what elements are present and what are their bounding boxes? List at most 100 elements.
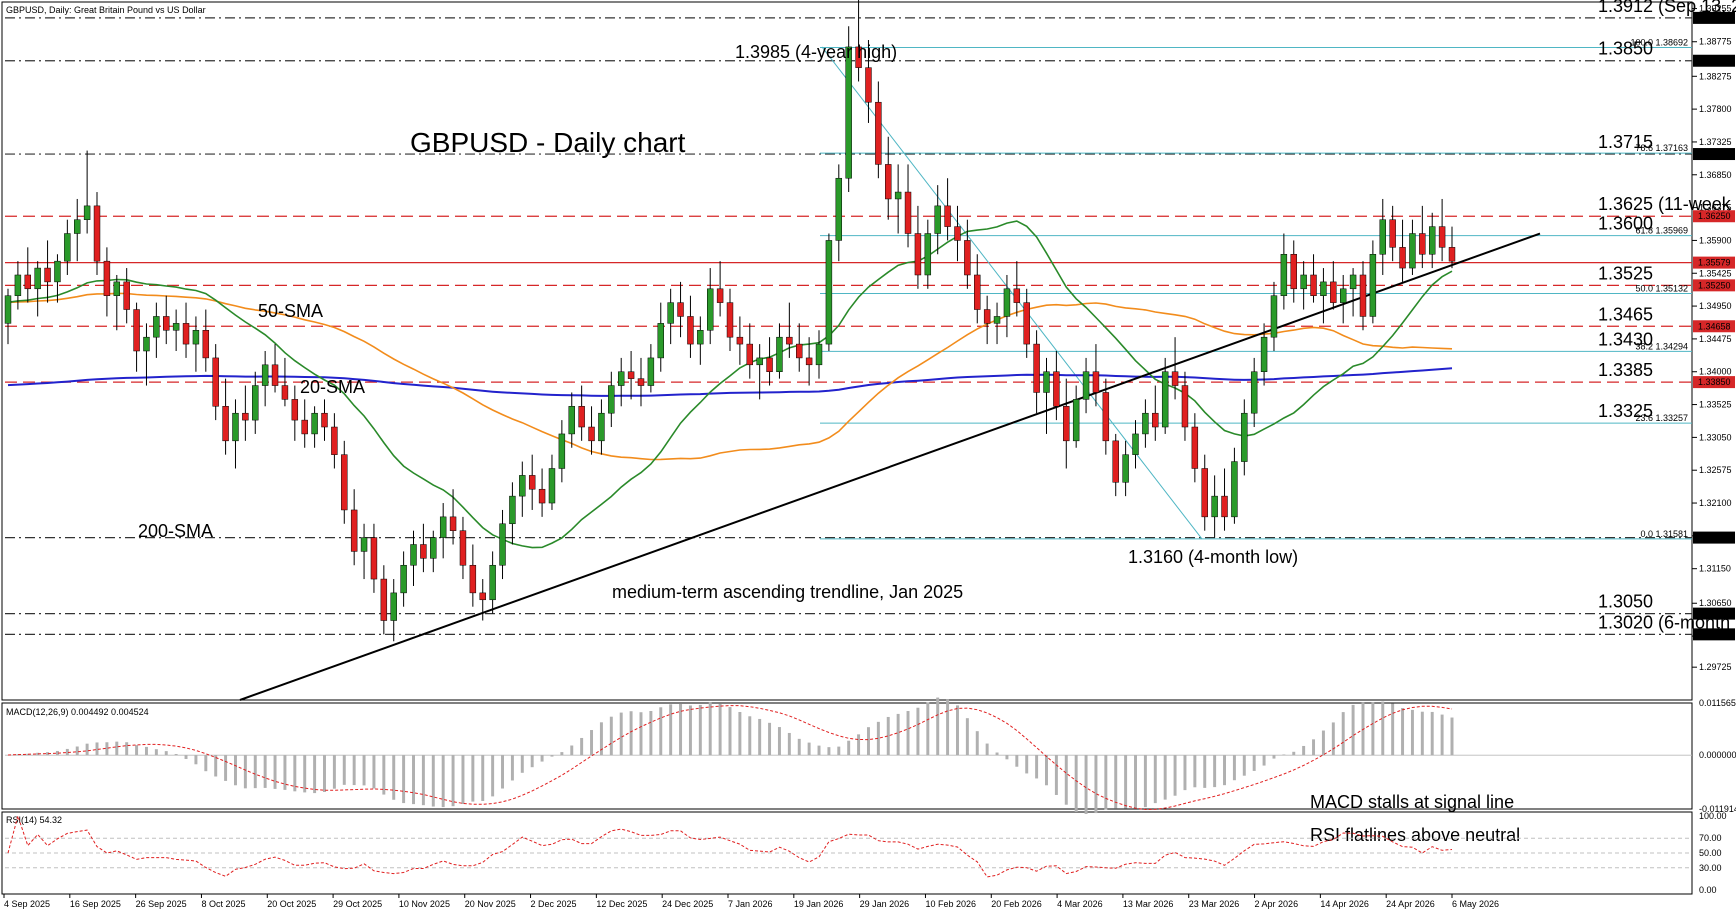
candle-body — [1152, 412, 1159, 428]
candle-body — [519, 475, 526, 497]
time-tick-label: 19 Jan 2026 — [794, 899, 844, 909]
candle-body — [232, 412, 239, 442]
candle-body — [1399, 247, 1406, 269]
rsi-pane — [1, 811, 1693, 895]
level-annotation: 1.3715 — [1598, 132, 1653, 152]
candle-body — [1448, 247, 1456, 262]
fib-diagonal — [821, 46, 1203, 540]
candle-body — [400, 564, 407, 594]
time-tick-label: 16 Sep 2025 — [70, 899, 121, 909]
candle-body — [588, 426, 595, 442]
candle-body — [459, 530, 467, 566]
rsi-tick-label: 0.00 — [1699, 885, 1717, 895]
candle-body — [321, 412, 328, 428]
candle-body — [1260, 336, 1268, 372]
price-level-badge — [1693, 320, 1735, 333]
candle-body — [707, 288, 714, 331]
candle-body — [64, 233, 71, 262]
time-tick-label: 12 Dec 2025 — [596, 899, 647, 909]
candle-body — [44, 267, 51, 283]
fib-annotation: 1.3600 — [1598, 214, 1653, 234]
price-level-badge — [1693, 210, 1735, 223]
candle-body — [568, 406, 575, 435]
candle-body — [143, 336, 150, 352]
candle-body — [1379, 219, 1386, 255]
candle-body — [24, 274, 31, 290]
candle-body — [1438, 226, 1446, 248]
level-annotation: 1.3625 (11-week high) — [1598, 194, 1736, 214]
time-tick-label: 24 Dec 2025 — [662, 899, 713, 909]
price-level-badge — [1693, 148, 1735, 161]
fib-ratio-label: 100.0 1.38692 — [1630, 37, 1688, 47]
candle-body — [974, 274, 981, 310]
candle-body — [4, 295, 12, 324]
candle-body — [1191, 426, 1199, 469]
low-annotation: 1.3160 (4-month low) — [1128, 547, 1298, 567]
candle-body — [983, 309, 991, 324]
candle-body — [83, 205, 91, 220]
candle-body — [1013, 288, 1021, 303]
candle-body — [311, 412, 318, 435]
candle-body — [1003, 288, 1011, 317]
candle-body — [1221, 495, 1228, 518]
candle-body — [390, 592, 397, 621]
price-tick-label: 1.34950 — [1699, 301, 1732, 311]
time-tick-label: 20 Oct 2025 — [267, 899, 316, 909]
fib-ratio-label: 61.8 1.35969 — [1635, 226, 1688, 236]
time-tick-label: 29 Jan 2026 — [860, 899, 910, 909]
time-axis: 4 Sep 2025 16 Sep 2025 26 Sep 2025 8 Oct 20… — [3, 894, 1499, 909]
macd-tick-label: 0.011565 — [1699, 698, 1736, 708]
price-tick-label: 1.35425 — [1699, 268, 1732, 278]
macd-indicator — [5, 697, 1692, 814]
time-tick-label: 7 Jan 2026 — [728, 899, 773, 909]
candle-body — [894, 191, 902, 200]
rsi-line — [7, 814, 1453, 878]
rsi-tick-label: 70.00 — [1699, 833, 1722, 843]
candle-body — [805, 357, 813, 366]
rsi-label: RSI(14) 54.32 — [6, 815, 62, 825]
candle-body — [736, 336, 744, 345]
level-annotation: 1.3050 — [1598, 592, 1653, 612]
candle-body — [528, 475, 536, 490]
price-tick-label: 1.32100 — [1699, 498, 1732, 508]
price-tick-label: 1.34475 — [1699, 334, 1732, 344]
candle-body — [202, 330, 210, 359]
annotations: 1.3912 (Sep 13, 2021)1.38501.37151.3625 … — [138, 0, 1736, 845]
candle-body — [1250, 371, 1258, 414]
rsi-tick-label: 50.00 — [1699, 848, 1722, 858]
candle-body — [420, 544, 427, 559]
price-tick-label: 1.37800 — [1699, 104, 1732, 114]
sma-20-label: 20-SMA — [300, 377, 365, 397]
price-level-badge-text: 1.30200 — [1698, 629, 1731, 639]
candle-body — [746, 343, 753, 366]
time-tick-label: 2 Dec 2025 — [531, 899, 577, 909]
fib-ratio-label: 78.6 1.37163 — [1635, 143, 1688, 153]
candle-body — [133, 309, 140, 352]
candle-body — [944, 205, 951, 227]
candle-body — [993, 316, 1001, 324]
level-annotation: 1.3385 — [1598, 360, 1653, 380]
price-level-badge — [1693, 628, 1735, 641]
candle-body — [934, 205, 941, 234]
price-level-badge-text: 1.38500 — [1698, 56, 1731, 66]
candle-body — [637, 378, 645, 386]
candle-body — [14, 274, 22, 296]
candlesticks — [4, 0, 1456, 642]
candle-body — [815, 343, 823, 366]
candle-body — [103, 260, 111, 296]
price-level-badge — [1693, 279, 1735, 292]
fib-ratio-label: 23.6 1.33257 — [1635, 413, 1688, 423]
candle-body — [172, 323, 180, 331]
price-tick-label: 1.39255 — [1699, 4, 1732, 14]
rsi-tick-label: 100.00 — [1699, 811, 1727, 821]
candle-body — [1132, 433, 1139, 455]
candle-body — [212, 357, 219, 407]
price-tick-label: 1.31150 — [1699, 564, 1731, 574]
price-tick-label: 1.36375 — [1699, 203, 1732, 213]
candle-body — [489, 564, 496, 601]
price-level-badge — [1693, 607, 1735, 620]
rsi-annotation: RSI flatlines above neutral — [1310, 825, 1520, 845]
candle-body — [924, 233, 932, 276]
price-axis: 1.39255 1.38775 1.38275 1.37800 1.37325 1.368… — [1692, 4, 1736, 895]
